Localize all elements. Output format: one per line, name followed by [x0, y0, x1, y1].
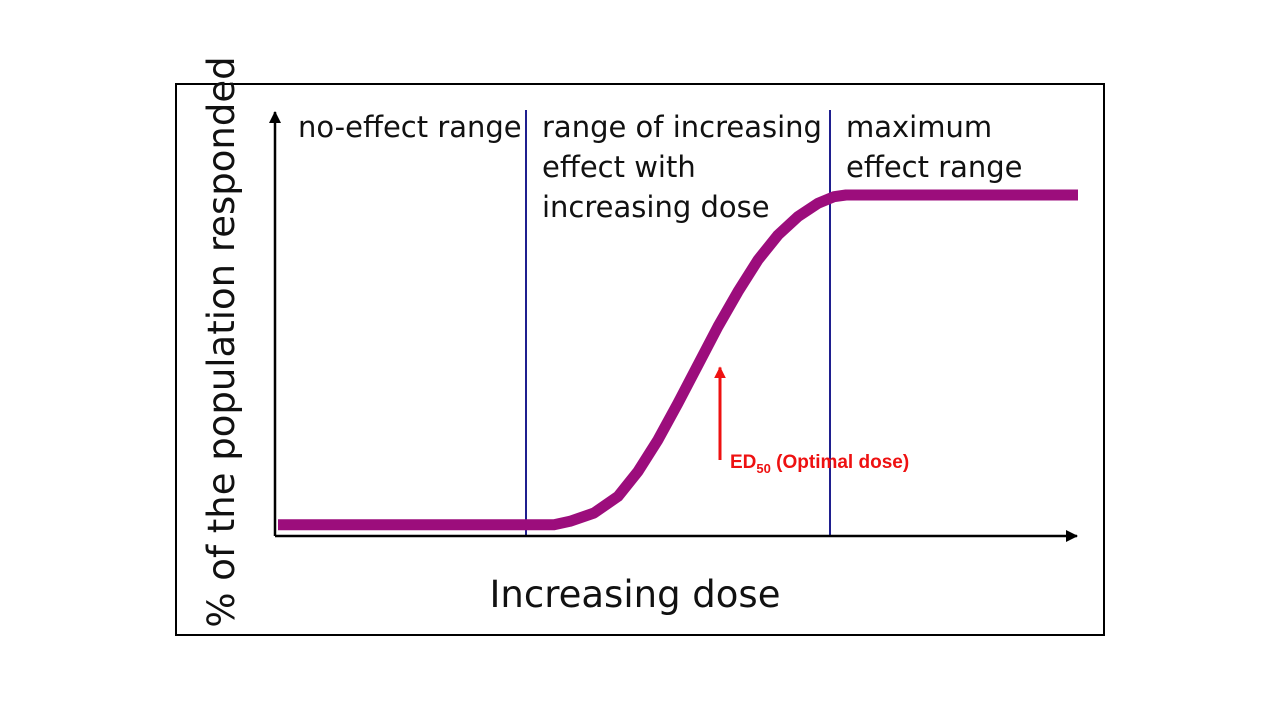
dose-response-curve	[278, 189, 1078, 531]
region-label-line: increasing dose	[542, 190, 770, 224]
region-label-line: effect with	[542, 150, 696, 184]
region-label-line: maximum	[846, 110, 992, 144]
region-label-line: effect range	[846, 150, 1023, 184]
figure-frame	[175, 83, 1105, 636]
region-label: no-effect range	[298, 110, 522, 144]
ed50-label-suffix: (Optimal dose)	[771, 452, 909, 473]
region-label: maximum effect range	[846, 110, 1023, 184]
series-layer	[278, 189, 1078, 531]
x-axis-title: Increasing dose	[490, 573, 781, 616]
region-label-line: range of increasing	[542, 110, 822, 144]
y-axis-title: % of the population responded	[200, 56, 243, 627]
ed50-label: ED50 (Optimal dose)	[730, 452, 909, 476]
region-labels: no-effect range range of increasing effect…	[298, 110, 1023, 224]
region-label-line: no-effect range	[298, 110, 522, 144]
ed50-label-prefix: ED	[730, 452, 756, 473]
ed50-annotation: ED50 (Optimal dose)	[714, 366, 909, 476]
range-boundaries	[525, 110, 831, 536]
region-label: range of increasing effect with increasing…	[542, 110, 822, 224]
ed50-label-subscript: 50	[756, 461, 770, 476]
